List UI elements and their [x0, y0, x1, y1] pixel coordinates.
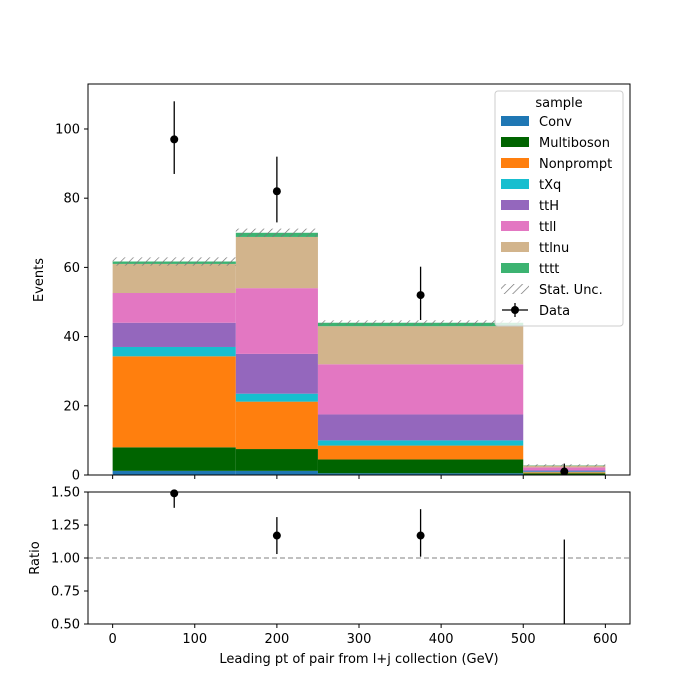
- ratio-point-2: [416, 531, 425, 540]
- main-panel: 0 20 40 60 80 100 Events: [32, 83, 631, 484]
- main-y-tick-label-3: 60: [63, 261, 80, 276]
- legend-label-data: Data: [539, 304, 570, 319]
- bar-ttll-bin-0: [112, 292, 236, 323]
- legend-label-multiboson: Multiboson: [539, 136, 610, 151]
- ratio-y-tick-label-1: 0.75: [51, 585, 80, 600]
- main-y-ticks: 0 20 40 60 80 100: [55, 122, 88, 484]
- bar-conv-bin-0: [112, 470, 236, 475]
- ratio-y-axis-label: Ratio: [28, 541, 43, 574]
- ratio-x-ticks: 0 100 200 300 400 500 600: [108, 624, 618, 647]
- legend-swatch-stat-unc: [501, 284, 529, 294]
- stat-unc-band-bin-2: [317, 320, 524, 326]
- x-tick-label-4: 400: [429, 632, 454, 647]
- bar-nonprompt-bin-1: [235, 401, 318, 450]
- stat-unc-band-bin-0: [112, 257, 236, 266]
- ratio-y-tick-label-2: 1.00: [51, 552, 80, 567]
- legend-swatch-multiboson: [501, 137, 529, 147]
- legend-title: sample: [535, 96, 582, 111]
- bar-txq-bin-0: [112, 346, 236, 357]
- ratio-y-ticks: 0.50 0.75 1.00 1.25 1.50: [51, 486, 88, 633]
- bar-conv-bin-2: [317, 473, 524, 475]
- ratio-point-1: [272, 531, 281, 540]
- bar-multiboson-bin-2: [317, 459, 524, 474]
- bar-txq-bin-1: [235, 393, 318, 402]
- legend-label-ttlnu: ttlnu: [539, 241, 569, 256]
- legend-label-nonprompt: Nonprompt: [539, 157, 612, 172]
- legend: sample Conv Multiboson Nonprompt tXq ttH ttll…: [494, 90, 624, 327]
- legend-label-tth: ttH: [539, 199, 559, 214]
- legend-swatch-nonprompt: [501, 158, 529, 168]
- main-y-tick-label-4: 80: [63, 192, 80, 207]
- legend-swatch-ttlnu: [501, 242, 529, 252]
- legend-swatch-tttt: [501, 263, 529, 273]
- bar-multiboson-bin-1: [235, 449, 318, 471]
- bar-tth-bin-0: [112, 322, 236, 347]
- ratio-y-tick-label-3: 1.25: [51, 519, 80, 534]
- legend-label-ttll: ttll: [539, 220, 556, 235]
- stat-unc-band-bin-1: [235, 228, 318, 237]
- legend-swatch-conv: [501, 116, 529, 126]
- legend-label-txq: tXq: [539, 178, 561, 193]
- legend-entries: Conv Multiboson Nonprompt tXq ttH ttll ttlnu tt…: [501, 115, 612, 319]
- main-y-tick-label-0: 0: [72, 469, 80, 484]
- main-y-tick-label-5: 100: [55, 122, 80, 137]
- x-tick-label-5: 500: [511, 632, 536, 647]
- ratio-point-0: [170, 489, 179, 498]
- bar-ttlnu-bin-0: [112, 263, 236, 293]
- ratio-y-tick-label-0: 0.50: [51, 618, 80, 633]
- data-point-2: [416, 291, 425, 300]
- legend-label-conv: Conv: [539, 115, 572, 130]
- x-tick-label-2: 200: [264, 632, 289, 647]
- ratio-y-tick-label-4: 1.50: [51, 486, 80, 501]
- y-axis-label: Events: [32, 258, 47, 302]
- x-axis-label: Leading pt of pair from l+j collection (…: [219, 652, 498, 667]
- ratio-panel: 0 100 200 300 400 500 600 0.50 0.75 1.00 1.25 1.50…: [28, 486, 631, 667]
- x-tick-label-6: 600: [593, 632, 618, 647]
- bar-conv-bin-1: [235, 470, 318, 475]
- data-points: [170, 101, 569, 476]
- legend-label-stat-unc: Stat. Unc.: [539, 283, 603, 298]
- legend-swatch-tth: [501, 200, 529, 210]
- data-point-1: [272, 187, 281, 196]
- legend-data-marker: [511, 306, 519, 314]
- legend-label-tttt: tttt: [539, 262, 559, 277]
- x-tick-label-0: 0: [108, 632, 116, 647]
- bar-ttlnu-bin-1: [235, 236, 318, 289]
- main-y-tick-label-1: 20: [63, 399, 80, 414]
- data-point-0: [170, 135, 179, 144]
- main-x-ticks: [112, 475, 606, 479]
- legend-swatch-txq: [501, 179, 529, 189]
- bar-ttll-bin-2: [317, 364, 524, 415]
- x-tick-label-3: 300: [347, 632, 372, 647]
- bar-nonprompt-bin-2: [317, 445, 524, 460]
- bar-multiboson-bin-0: [112, 447, 236, 471]
- bar-ttll-bin-1: [235, 288, 318, 354]
- bar-tth-bin-2: [317, 414, 524, 441]
- bar-nonprompt-bin-0: [112, 356, 236, 448]
- data-point-3: [560, 467, 569, 476]
- main-y-tick-label-2: 40: [63, 330, 80, 345]
- bar-txq-bin-2: [317, 440, 524, 446]
- bar-ttlnu-bin-2: [317, 326, 524, 365]
- legend-swatch-ttll: [501, 221, 529, 231]
- bar-tth-bin-1: [235, 353, 318, 394]
- x-tick-label-1: 100: [182, 632, 207, 647]
- ratio-points: [170, 489, 565, 624]
